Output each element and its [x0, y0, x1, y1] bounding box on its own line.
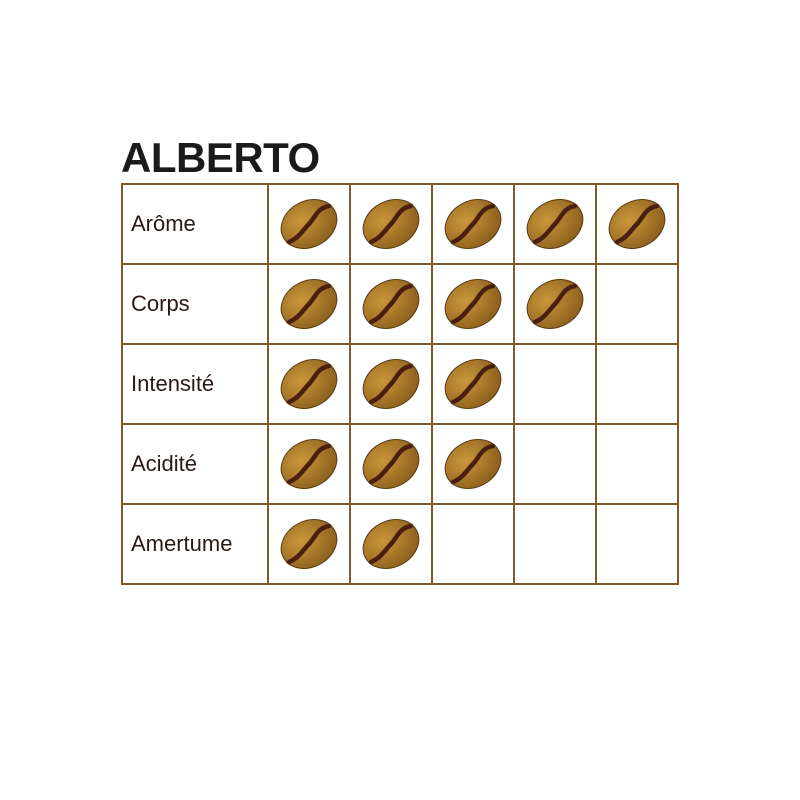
coffee-bean-icon — [362, 439, 420, 489]
coffee-bean-icon — [362, 279, 420, 329]
rating-cell — [513, 423, 597, 505]
rating-cell — [267, 343, 351, 425]
rating-cell — [267, 183, 351, 265]
rating-cell — [431, 423, 515, 505]
rating-cell — [513, 343, 597, 425]
rating-label: Corps — [121, 263, 269, 345]
rating-cell — [267, 503, 351, 585]
rating-cell — [595, 263, 679, 345]
rating-label: Intensité — [121, 343, 269, 425]
coffee-bean-icon — [444, 199, 502, 249]
rating-cell — [595, 503, 679, 585]
rating-row: Acidité — [121, 423, 679, 505]
rating-cell — [267, 423, 351, 505]
rating-cell — [349, 263, 433, 345]
rating-cell — [349, 423, 433, 505]
rating-cell — [349, 503, 433, 585]
rating-row: Intensité — [121, 343, 679, 425]
rating-cell — [431, 343, 515, 425]
rating-cell — [595, 183, 679, 265]
product-title: ALBERTO — [121, 134, 320, 181]
rating-cell — [595, 423, 679, 505]
rating-cell — [349, 183, 433, 265]
coffee-bean-icon — [526, 199, 584, 249]
coffee-bean-icon — [280, 359, 338, 409]
coffee-bean-icon — [444, 279, 502, 329]
coffee-bean-icon — [280, 439, 338, 489]
rating-cell — [349, 343, 433, 425]
rating-cell — [595, 343, 679, 425]
coffee-bean-icon — [280, 519, 338, 569]
rating-cell — [513, 183, 597, 265]
rating-cell — [431, 183, 515, 265]
rating-cell — [513, 263, 597, 345]
rating-label: Acidité — [121, 423, 269, 505]
rating-cell — [431, 263, 515, 345]
rating-row: Amertume — [121, 503, 679, 585]
coffee-bean-icon — [444, 439, 502, 489]
coffee-bean-icon — [362, 199, 420, 249]
rating-label: Arôme — [121, 183, 269, 265]
coffee-bean-icon — [608, 199, 666, 249]
rating-cell — [267, 263, 351, 345]
coffee-bean-icon — [444, 359, 502, 409]
rating-table: Arôme Corps Intensité — [121, 183, 679, 585]
coffee-bean-icon — [280, 199, 338, 249]
rating-cell — [431, 503, 515, 585]
coffee-bean-icon — [362, 359, 420, 409]
rating-cell — [513, 503, 597, 585]
coffee-bean-icon — [362, 519, 420, 569]
rating-row: Corps — [121, 263, 679, 345]
coffee-bean-icon — [526, 279, 584, 329]
rating-label: Amertume — [121, 503, 269, 585]
rating-row: Arôme — [121, 183, 679, 265]
coffee-bean-icon — [280, 279, 338, 329]
